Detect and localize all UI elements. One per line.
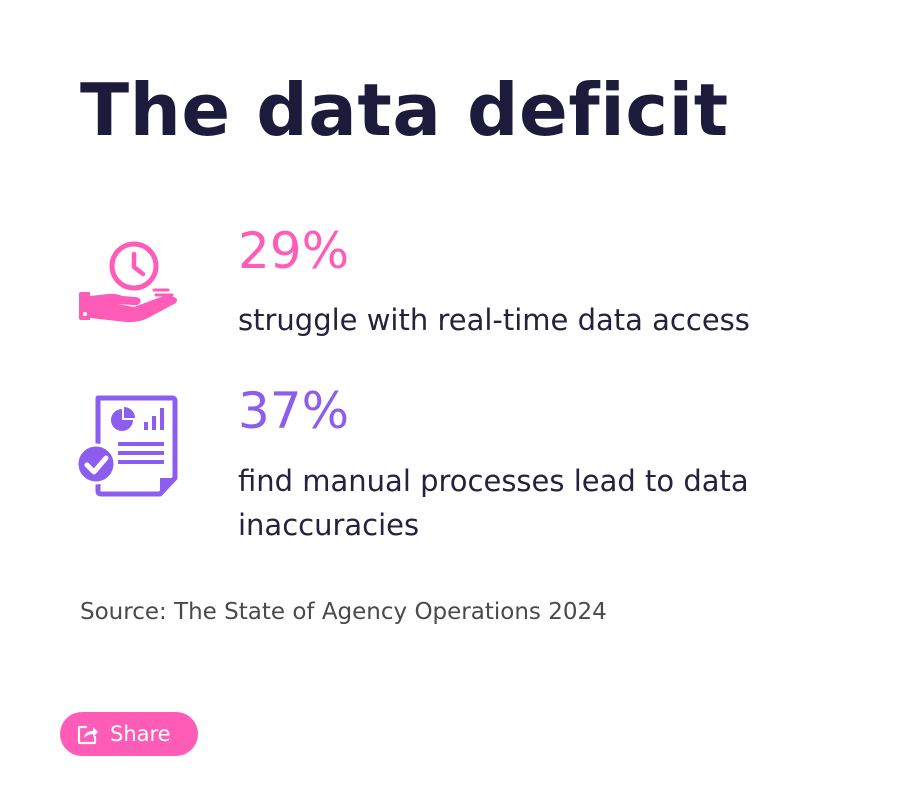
stat-item-manual-processes: 37% find manual processes lead to data i… (76, 378, 876, 558)
stat-value: 29% (238, 222, 350, 280)
report-check-icon (76, 394, 182, 500)
share-icon (77, 723, 99, 745)
source-note: Source: The State of Agency Operations 2… (80, 599, 607, 625)
page-title: The data deficit (80, 68, 729, 152)
stat-value: 37% (238, 382, 350, 440)
hand-clock-icon (76, 234, 182, 340)
stat-description: find manual processes lead to data inacc… (238, 464, 749, 542)
share-button[interactable]: Share (60, 712, 198, 756)
share-label: Share (110, 722, 171, 746)
stat-description: struggle with real-time data access (238, 303, 750, 337)
stat-item-real-time-access: 29% struggle with real-time data access (76, 218, 876, 348)
